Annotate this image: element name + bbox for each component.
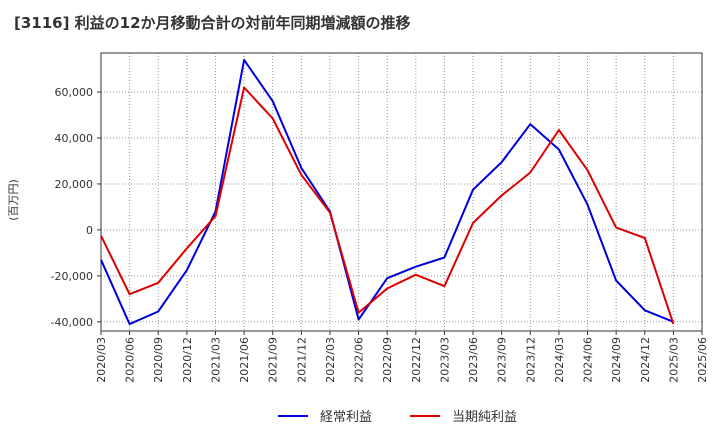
legend-label-1: 経常利益 bbox=[320, 410, 372, 425]
x-tick-labels: 2020/03 2020/06 2020/09 2020/12 2021/03 2021/… bbox=[95, 331, 709, 383]
x-tick-label: 2021/12 bbox=[295, 337, 308, 383]
y-tick-label: 0 bbox=[86, 224, 93, 237]
x-tick-label: 2020/06 bbox=[124, 337, 137, 383]
x-tick-label: 2022/09 bbox=[381, 337, 394, 383]
x-tick-label: 2021/03 bbox=[209, 337, 222, 383]
x-tick-label: 2023/09 bbox=[496, 337, 509, 383]
x-tick-label: 2020/12 bbox=[181, 337, 194, 383]
x-tick-label: 2025/06 bbox=[696, 337, 709, 383]
plot-background bbox=[101, 53, 702, 331]
x-tick-label: 2021/09 bbox=[267, 337, 280, 383]
x-tick-label: 2022/06 bbox=[353, 337, 366, 383]
plot-frame bbox=[100, 52, 703, 332]
y-tick-labels: -40,000 -20,000 0 20,000 40,000 60,000 bbox=[51, 86, 101, 329]
y-tick-label: -40,000 bbox=[51, 316, 93, 329]
y-tick-label: 40,000 bbox=[55, 132, 94, 145]
x-tick-label: 2023/03 bbox=[438, 337, 451, 383]
y-axis-label: (百万円) bbox=[7, 179, 20, 221]
x-tick-label: 2023/12 bbox=[524, 337, 537, 383]
x-tick-label: 2024/12 bbox=[639, 337, 652, 383]
series-layer bbox=[100, 58, 675, 326]
legend-label-2: 当期純利益 bbox=[452, 410, 517, 425]
x-tick-label: 2022/12 bbox=[410, 337, 423, 383]
x-tick-label: 2023/06 bbox=[467, 337, 480, 383]
x-tick-label: 2021/06 bbox=[238, 337, 251, 383]
x-tick-label: 2020/03 bbox=[95, 337, 108, 383]
x-tick-label: 2024/06 bbox=[582, 337, 595, 383]
chart-title: [3116] 利益の12か月移動合計の対前年同期増減額の推移 bbox=[14, 14, 411, 32]
y-tick-label: 20,000 bbox=[55, 178, 94, 191]
y-tick-label: -20,000 bbox=[51, 270, 93, 283]
x-tick-label: 2020/09 bbox=[152, 337, 165, 383]
x-tick-label: 2022/03 bbox=[324, 337, 337, 383]
series-line-2 bbox=[100, 86, 675, 325]
axes bbox=[100, 52, 703, 332]
x-tick-label: 2024/09 bbox=[610, 337, 623, 383]
legend: 経常利益 当期純利益 bbox=[278, 410, 517, 425]
x-tick-label: 2025/03 bbox=[667, 337, 680, 383]
series-line-1 bbox=[100, 58, 674, 326]
plot-area bbox=[101, 53, 702, 331]
x-tick-label: 2024/03 bbox=[553, 337, 566, 383]
y-tick-label: 60,000 bbox=[55, 86, 94, 99]
